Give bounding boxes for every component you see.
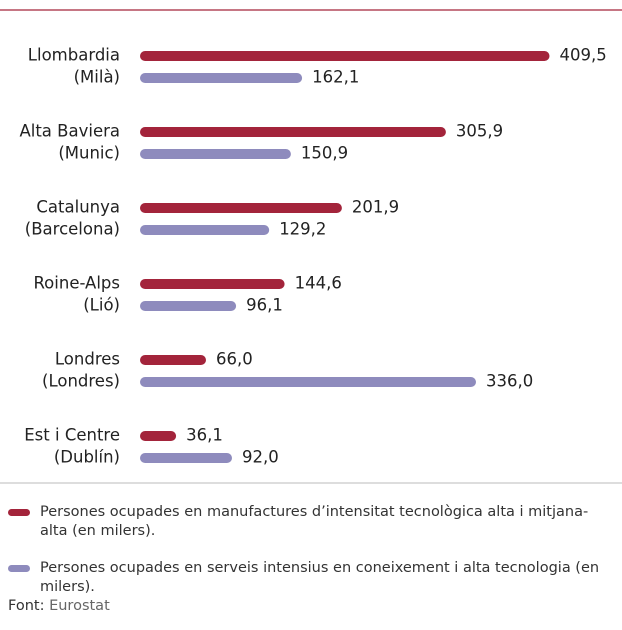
chart: Llombardia (Milà) 409,5 162,1 Alta Baviera (M…: [0, 9, 622, 484]
category-label: Roine-Alps: [33, 274, 120, 293]
source: Font: Eurostat: [8, 598, 110, 614]
bar: [140, 73, 303, 83]
legend-item: Persones ocupades en serveis intensius e…: [8, 559, 608, 597]
value-label: 409,5: [560, 46, 607, 65]
bar: [140, 301, 237, 311]
value-label: 129,2: [279, 220, 326, 239]
source-text: Eurostat: [49, 598, 110, 614]
legend-label: Persones ocupades en manufactures d’inte…: [40, 504, 589, 539]
legend-label: Persones ocupades en serveis intensius e…: [40, 560, 600, 595]
bar: [140, 225, 270, 235]
category-label: (Lió): [83, 296, 120, 315]
category-label: (Londres): [42, 372, 120, 391]
bar: [140, 51, 550, 61]
bar: [140, 377, 476, 387]
value-label: 66,0: [216, 350, 253, 369]
value-label: 144,6: [295, 274, 342, 293]
value-label: 201,9: [352, 198, 399, 217]
legend-swatch: [8, 509, 30, 516]
legend-item: Persones ocupades en manufactures d’inte…: [8, 503, 608, 541]
category-label: (Milà): [74, 68, 120, 87]
value-label: 150,9: [301, 144, 348, 163]
category-label: Llombardia: [28, 46, 120, 65]
legend-swatch: [8, 565, 30, 572]
value-label: 336,0: [486, 372, 533, 391]
bar: [140, 355, 206, 365]
value-label: 36,1: [186, 426, 223, 445]
category-label: Londres: [55, 350, 120, 369]
value-label: 92,0: [242, 448, 279, 467]
value-label: 96,1: [246, 296, 283, 315]
value-label: 162,1: [312, 68, 359, 87]
category-label: (Munic): [58, 144, 120, 163]
category-label: (Barcelona): [25, 220, 120, 239]
bar: [140, 279, 285, 289]
category-label: (Dublín): [54, 448, 120, 467]
bar: [140, 431, 177, 441]
bar: [140, 149, 291, 159]
category-label: Est i Centre: [24, 426, 120, 445]
bar: [140, 127, 446, 137]
value-label: 305,9: [456, 122, 503, 141]
source-label: Font:: [8, 598, 45, 614]
bar: [140, 203, 342, 213]
category-label: Catalunya: [36, 198, 120, 217]
category-label: Alta Baviera: [19, 122, 120, 141]
bar: [140, 453, 232, 463]
